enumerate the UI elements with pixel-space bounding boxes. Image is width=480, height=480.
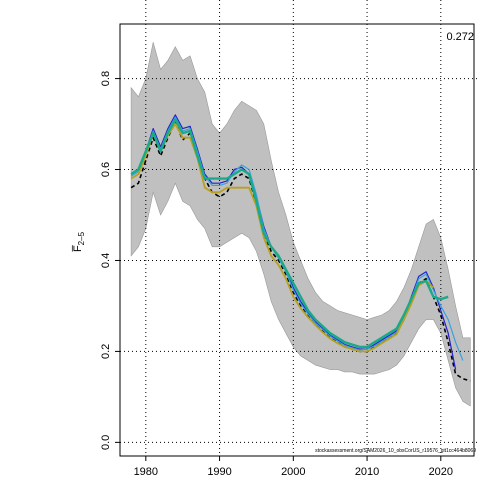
x-tick-label-3: 2010 <box>355 466 379 478</box>
corner-value-label: 0.272 <box>446 31 474 43</box>
y-tick-label-4: 0.8 <box>100 71 112 86</box>
y-axis-label-symbol: F̅ <box>72 244 84 252</box>
y-axis-label: F̅2–5 <box>72 231 86 252</box>
y-axis: 0.0 0.2 0.4 0.6 0.8 <box>100 71 120 450</box>
x-axis: 1980 1990 2000 2010 2020 <box>134 456 453 478</box>
plot-frame <box>119 23 475 457</box>
y-tick-label-2: 0.4 <box>100 253 112 268</box>
y-axis-label-subscript: 2–5 <box>77 231 86 245</box>
y-tick-label-3: 0.6 <box>100 162 112 177</box>
confidence-band <box>130 42 471 407</box>
confidence-band-area <box>130 42 471 407</box>
grid <box>120 0 480 456</box>
series-lines <box>130 114 471 382</box>
x-tick-label-4: 2020 <box>429 466 453 478</box>
series-line-3 <box>130 123 435 353</box>
x-tick-label-1: 1990 <box>207 466 231 478</box>
y-tick-label-0: 0.0 <box>100 435 112 450</box>
series-line-4 <box>130 118 449 349</box>
footer-source-text: stockassessment.org/SAM2026_10_obsCorUS_… <box>315 448 476 454</box>
y-tick-label-1: 0.2 <box>100 344 112 359</box>
x-tick-label-0: 1980 <box>134 466 158 478</box>
x-tick-label-2: 2000 <box>281 466 305 478</box>
